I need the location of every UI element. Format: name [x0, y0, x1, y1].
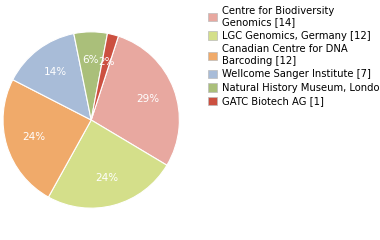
- Legend: Centre for Biodiversity
Genomics [14], LGC Genomics, Germany [12], Canadian Cent: Centre for Biodiversity Genomics [14], L…: [206, 4, 380, 108]
- Text: 2%: 2%: [98, 57, 114, 67]
- Wedge shape: [13, 34, 91, 120]
- Wedge shape: [91, 33, 119, 120]
- Wedge shape: [3, 80, 91, 197]
- Text: 29%: 29%: [136, 94, 159, 104]
- Text: 24%: 24%: [95, 173, 118, 183]
- Text: 6%: 6%: [82, 55, 99, 65]
- Text: 14%: 14%: [43, 67, 66, 77]
- Wedge shape: [74, 32, 108, 120]
- Wedge shape: [91, 36, 179, 165]
- Wedge shape: [48, 120, 167, 208]
- Text: 24%: 24%: [22, 132, 45, 142]
